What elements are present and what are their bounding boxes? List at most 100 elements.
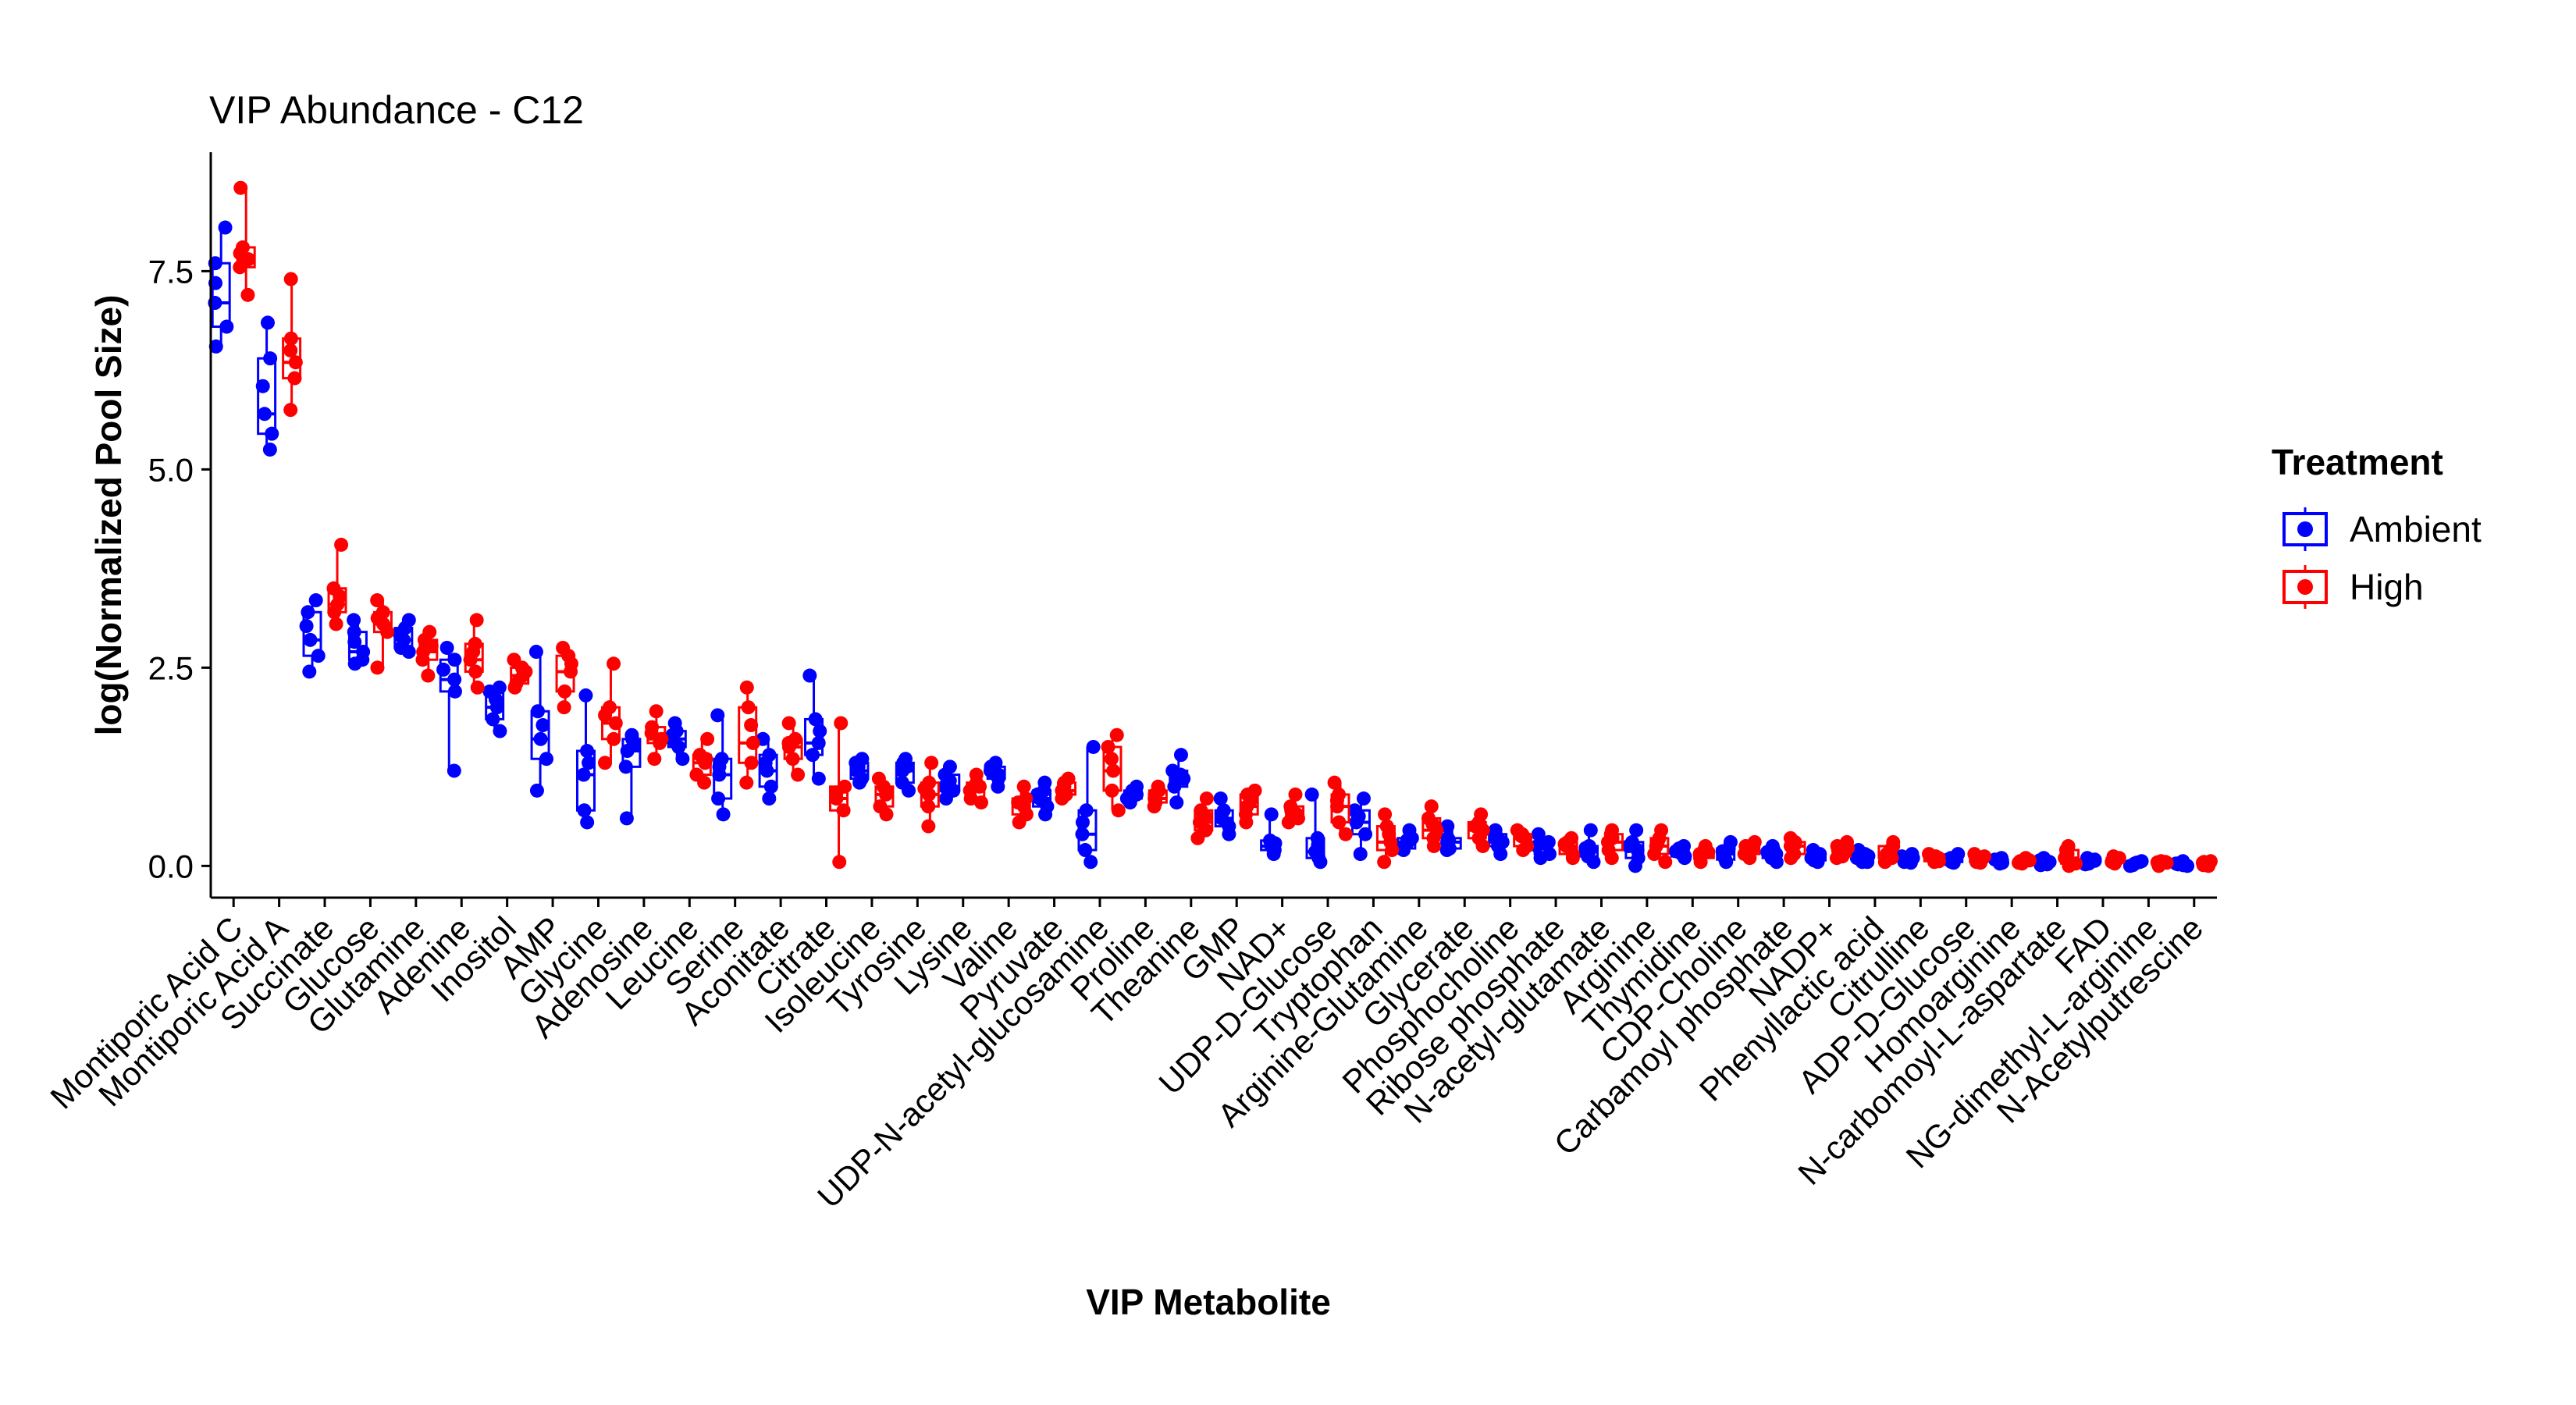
- data-point: [1101, 739, 1115, 754]
- data-point: [1861, 848, 1876, 863]
- data-point: [2087, 853, 2102, 868]
- data-point: [1104, 752, 1119, 767]
- data-point: [208, 339, 223, 354]
- data-point: [2022, 853, 2037, 868]
- data-point: [1442, 833, 1457, 848]
- data-point: [1106, 763, 1121, 778]
- data-point: [447, 763, 461, 778]
- data-point: [347, 635, 362, 649]
- data-point: [347, 613, 361, 628]
- legend-key-high: [2282, 565, 2328, 609]
- data-point: [644, 726, 659, 741]
- data-point: [619, 811, 634, 826]
- data-point: [1086, 739, 1101, 754]
- data-point: [303, 632, 318, 647]
- data-point: [1214, 807, 1229, 822]
- data-point: [578, 688, 593, 702]
- data-point: [370, 660, 385, 675]
- data-point: [347, 624, 361, 639]
- data-point: [493, 724, 507, 738]
- data-point: [607, 656, 621, 671]
- data-point: [208, 276, 223, 290]
- data-point: [608, 716, 623, 731]
- data-point: [744, 718, 759, 733]
- data-point: [486, 712, 500, 727]
- data-point: [700, 731, 715, 746]
- series-high: [233, 180, 2218, 873]
- data-point: [2069, 856, 2083, 871]
- data-point: [917, 781, 932, 796]
- chart-title: VIP Abundance - C12: [209, 88, 584, 132]
- data-point: [1468, 819, 1482, 834]
- data-point: [283, 331, 298, 346]
- data-point: [675, 752, 690, 767]
- data-point: [921, 819, 936, 834]
- data-point: [528, 645, 543, 660]
- data-point: [1531, 827, 1546, 841]
- data-point: [468, 664, 483, 679]
- data-point: [1173, 748, 1188, 763]
- data-point: [1944, 852, 1959, 866]
- data-point: [1440, 819, 1455, 834]
- data-point: [895, 775, 909, 790]
- data-point: [1268, 836, 1283, 851]
- data-point: [1658, 855, 1673, 870]
- data-point: [1621, 838, 1636, 853]
- data-point: [2150, 855, 2165, 870]
- data-point: [421, 668, 436, 683]
- data-point: [255, 379, 270, 393]
- data-point: [1382, 827, 1397, 841]
- data-point: [973, 779, 987, 794]
- data-point: [1650, 834, 1665, 849]
- data-point: [580, 815, 595, 830]
- data-point: [598, 756, 613, 770]
- data-point: [699, 752, 713, 767]
- data-point: [811, 735, 826, 750]
- data-point: [1128, 785, 1143, 800]
- data-point: [1078, 843, 1093, 858]
- data-point: [1011, 795, 1026, 810]
- data-point: [851, 759, 866, 774]
- data-point: [1353, 847, 1368, 862]
- legend-label-ambient: Ambient: [2350, 509, 2482, 550]
- data-point: [311, 649, 326, 663]
- data-point: [1971, 850, 1986, 865]
- data-point: [2060, 847, 2075, 862]
- data-point: [1332, 815, 1347, 830]
- data-point: [257, 407, 272, 422]
- y-tick-label: 0.0: [148, 848, 194, 884]
- data-point: [265, 426, 279, 441]
- data-point: [873, 799, 888, 814]
- data-point: [741, 700, 756, 715]
- data-point: [1578, 841, 1593, 855]
- data-point: [739, 775, 754, 790]
- data-point: [1991, 853, 2006, 868]
- data-point: [582, 756, 596, 770]
- data-point: [530, 704, 545, 719]
- data-point: [607, 731, 621, 746]
- data-point: [436, 662, 451, 677]
- data-point: [1169, 795, 1184, 810]
- data-point: [758, 756, 773, 770]
- data-point: [262, 442, 277, 457]
- data-point: [1167, 779, 1182, 794]
- data-point: [1327, 775, 1342, 790]
- data-point: [921, 799, 936, 814]
- data-point: [983, 763, 998, 778]
- data-point: [647, 752, 662, 767]
- data-point: [805, 748, 820, 763]
- data-point: [1030, 787, 1045, 802]
- data-point: [1199, 791, 1214, 806]
- data-point: [1329, 793, 1344, 808]
- data-point: [1173, 767, 1188, 782]
- y-tick-label: 5.0: [148, 451, 194, 488]
- data-point: [2195, 855, 2210, 870]
- box: [257, 357, 277, 436]
- data-point: [580, 744, 595, 759]
- data-point: [1605, 831, 1620, 845]
- y-tick-label: 2.5: [148, 649, 194, 686]
- data-point: [288, 355, 303, 370]
- data-point: [626, 738, 641, 752]
- data-point: [1356, 791, 1371, 806]
